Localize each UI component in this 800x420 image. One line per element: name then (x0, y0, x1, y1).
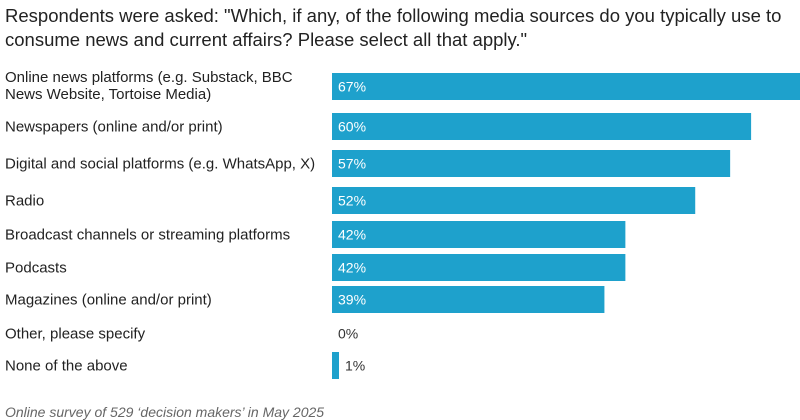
value-label: 42% (338, 260, 366, 276)
bar (332, 113, 752, 140)
category-label: Broadcast channels or streaming platform… (5, 227, 290, 244)
value-label: 57% (338, 156, 366, 172)
bar (332, 221, 626, 248)
bar (332, 286, 605, 313)
bar (332, 254, 626, 281)
value-label: 67% (338, 79, 366, 95)
value-label: 1% (345, 358, 365, 374)
bar (332, 73, 800, 100)
value-label: 39% (338, 292, 366, 308)
bar (332, 150, 731, 177)
value-label: 60% (338, 119, 366, 135)
category-label: None of the above (5, 358, 128, 375)
value-label: 42% (338, 227, 366, 243)
chart-footnote: Online survey of 529 ‘decision makers’ i… (5, 404, 325, 420)
category-label: Radio (5, 193, 44, 210)
category-label: Digital and social platforms (e.g. Whats… (5, 156, 315, 173)
value-label: 52% (338, 193, 366, 209)
bar (332, 187, 696, 214)
chart-title: Respondents were asked: "Which, if any, … (5, 5, 782, 50)
category-label: Newspapers (online and/or print) (5, 119, 223, 136)
category-label: Podcasts (5, 260, 67, 277)
value-label: 0% (338, 326, 358, 342)
category-label: Online news platforms (e.g. Substack, BB… (5, 69, 293, 103)
category-label: Other, please specify (5, 326, 146, 343)
bar (332, 352, 339, 379)
category-label: Magazines (online and/or print) (5, 292, 212, 309)
